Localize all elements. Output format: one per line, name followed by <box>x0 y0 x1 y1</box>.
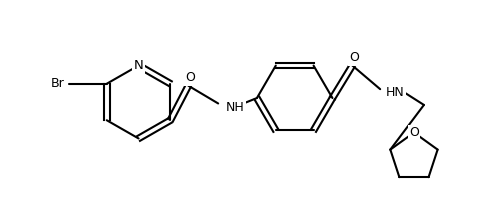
Text: Br: Br <box>51 77 65 90</box>
Text: NH: NH <box>226 101 245 114</box>
Text: O: O <box>349 51 359 64</box>
Text: HN: HN <box>386 86 405 99</box>
Text: O: O <box>409 126 419 139</box>
Text: O: O <box>185 71 196 84</box>
Text: N: N <box>134 59 143 72</box>
